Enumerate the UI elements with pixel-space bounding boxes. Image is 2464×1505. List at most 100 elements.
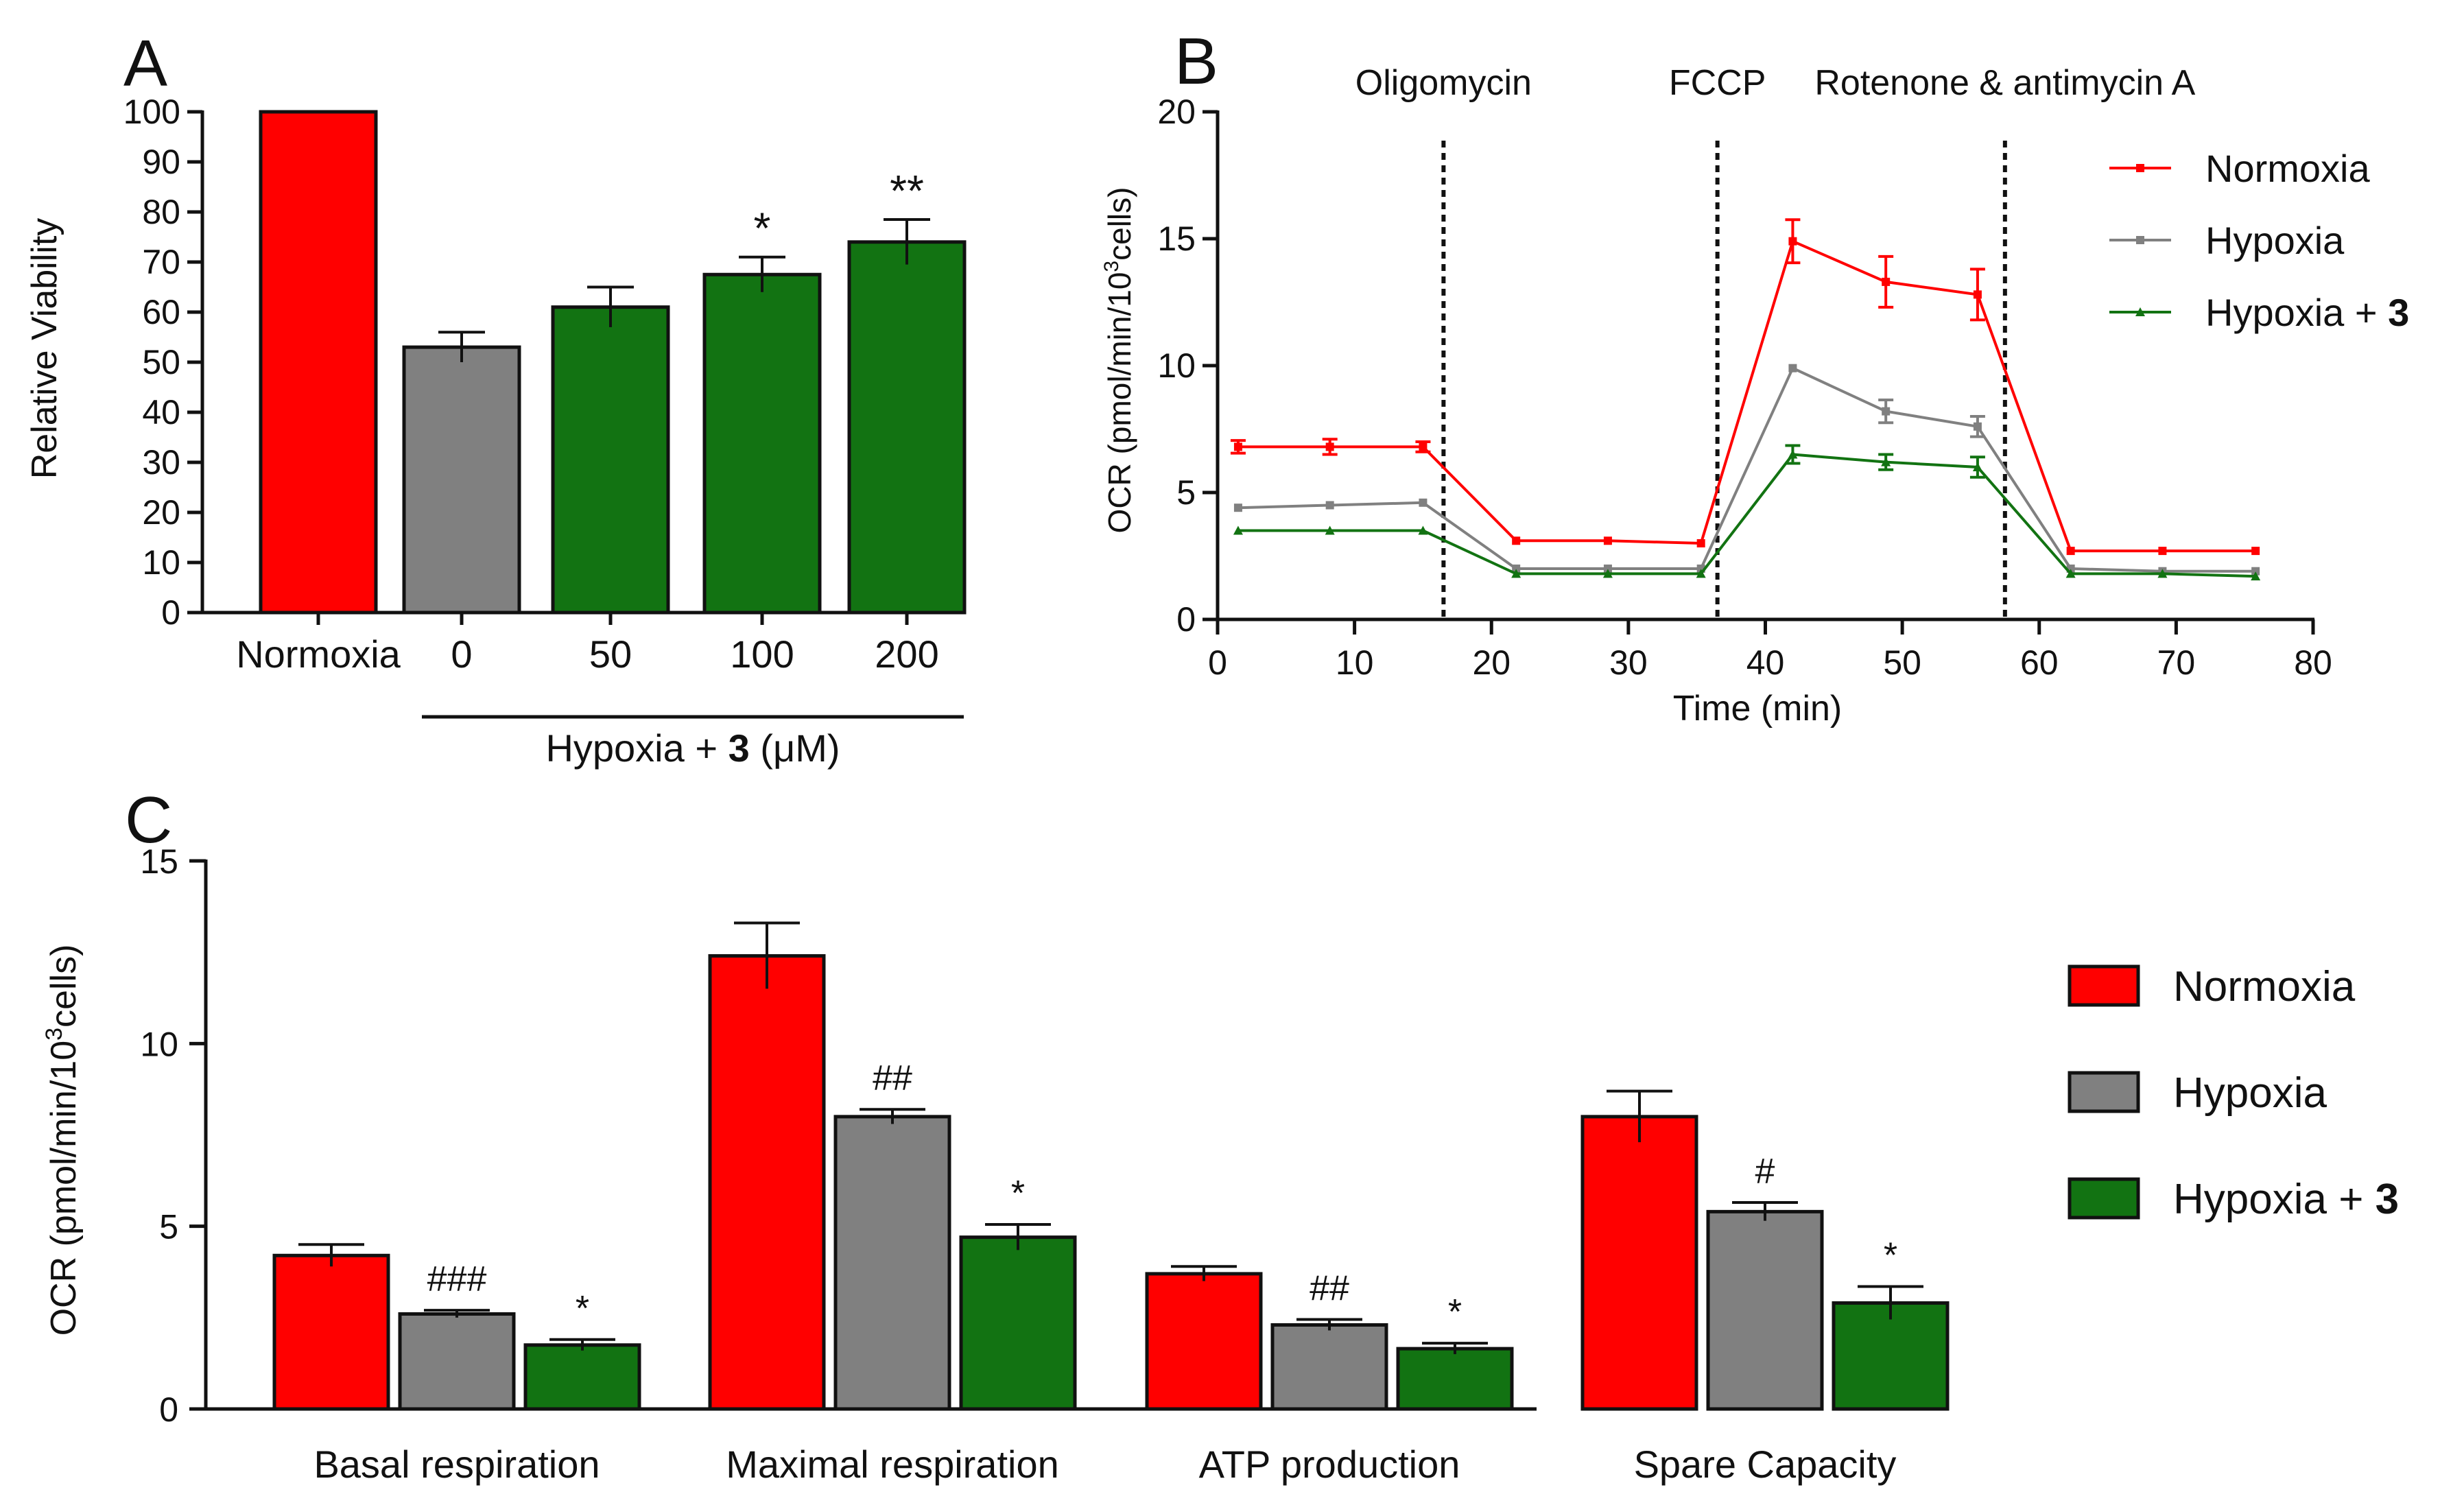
data-point	[1325, 442, 1334, 451]
injection-marker-label: Oligomycin	[1355, 63, 1532, 103]
y-tick-label: 0	[161, 593, 180, 632]
bar-treated-3	[1832, 1301, 1950, 1411]
series-line-2	[1237, 453, 2256, 578]
y-title-prefix: OCR (pmol/min/10	[44, 1041, 84, 1336]
significance-label: *	[1884, 1236, 1897, 1276]
panel-b: B OCR (pmol/min/103cells) Time (min) 051…	[1100, 25, 2409, 728]
data-point	[1788, 364, 1797, 372]
bar-treated-0	[523, 1343, 641, 1411]
x-tick-label: 0	[451, 632, 472, 676]
panel-b-legend: Normoxia Hypoxia Hypoxia + 3	[2109, 147, 2409, 334]
data-point	[1419, 442, 1428, 451]
data-point	[1233, 503, 1242, 512]
panel-b-letter: B	[1174, 25, 1218, 98]
bar-treated-1	[959, 1235, 1077, 1411]
injection-marker-label: FCCP	[1669, 63, 1766, 103]
panel-c-letter: C	[125, 783, 172, 857]
significance-label: *	[1011, 1174, 1025, 1213]
panel-a-y-axis: 0 10 20 30 40 50 60 70 80 90 100	[123, 93, 204, 632]
legend-marker	[2135, 307, 2145, 316]
y-tick-label: 5	[159, 1208, 178, 1246]
data-point	[1881, 457, 1891, 466]
y-tick-label: 30	[142, 443, 180, 482]
data-point	[1233, 442, 1242, 451]
bar-100	[702, 272, 822, 615]
legend-marker	[2136, 236, 2144, 244]
legend-label: Hypoxia	[2173, 1069, 2327, 1117]
panel-b-axes: 0 5 10 15 20 0 10 20 30 40 50 60 70 80	[1157, 93, 2332, 682]
x-tick-label: 50	[589, 632, 632, 676]
x-tick-label: 50	[1883, 643, 1921, 682]
data-point	[1882, 407, 1891, 416]
series-line-1	[1237, 366, 2256, 573]
legend-label: Normoxia	[2173, 963, 2356, 1010]
legend-label: Hypoxia + 3	[2173, 1176, 2399, 1223]
panel-b-markers: Oligomycin FCCP Rotenone & antimycin A	[1355, 63, 2196, 619]
panel-a-x-axis: Normoxia 0 50 100 200	[201, 611, 964, 676]
y-title-sup: 3	[1100, 261, 1123, 272]
x-tick-label: 80	[2294, 643, 2332, 682]
x-tick-label: 0	[1208, 643, 1227, 682]
legend-swatch	[2068, 1071, 2140, 1113]
data-point	[1788, 237, 1797, 246]
data-point	[1972, 462, 1982, 471]
legend-swatch	[2068, 1177, 2140, 1220]
y-tick-label: 50	[142, 343, 180, 381]
legend-label: Hypoxia + 3	[2205, 291, 2409, 334]
significance-label: ###	[427, 1259, 487, 1299]
group-label-prefix: Hypoxia +	[545, 726, 728, 770]
y-tick-label: 0	[159, 1390, 178, 1429]
y-tick-label: 100	[123, 93, 180, 131]
y-tick-label: 90	[142, 143, 180, 181]
x-category-label: Maximal respiration	[726, 1443, 1059, 1486]
data-point	[1788, 449, 1798, 459]
x-tick-label: 60	[2020, 643, 2059, 682]
data-point	[1233, 525, 1243, 535]
bar-normoxia-1	[708, 953, 826, 1411]
x-tick-label: 70	[2157, 643, 2196, 682]
panel-b-y-title: OCR (pmol/min/103cells)	[1100, 187, 1137, 534]
bar-50	[551, 305, 670, 615]
y-tick-label: 15	[140, 842, 178, 881]
y-title-prefix: OCR (pmol/min/10	[1102, 272, 1137, 534]
data-point	[1325, 501, 1334, 510]
panel-a: A Relative Viability 0102030405060708090…	[25, 27, 967, 770]
data-point	[1419, 498, 1428, 507]
panel-a-group-label: Hypoxia + 3 (μM)	[545, 726, 840, 770]
legend-label: Normoxia	[2205, 147, 2370, 190]
y-tick-label: 15	[1157, 220, 1196, 258]
data-point	[1511, 569, 1521, 578]
group-label-bold: 3	[728, 726, 750, 770]
group-label-suffix: (μM)	[750, 726, 840, 770]
data-point	[2157, 569, 2168, 578]
bar-hypoxia-0	[398, 1312, 516, 1411]
x-tick-label: 40	[1746, 643, 1785, 682]
legend-label-bold: 3	[2376, 1176, 2399, 1223]
y-tick-label: 60	[142, 293, 180, 331]
bar-normoxia-3	[1580, 1115, 1698, 1411]
data-point	[2066, 547, 2075, 556]
legend-label-prefix: Hypoxia +	[2173, 1176, 2376, 1223]
significance-label: ##	[1310, 1268, 1349, 1308]
bar-Normoxia	[259, 110, 378, 615]
y-title-suffix: cells)	[44, 945, 84, 1028]
significance-label: **	[890, 166, 924, 215]
data-point	[2251, 571, 2261, 581]
data-point	[1325, 525, 1335, 535]
data-point	[1973, 422, 1982, 431]
bar-0	[402, 345, 521, 615]
panel-a-y-title: Relative Viability	[25, 218, 64, 479]
x-category-label: ATP production	[1199, 1443, 1460, 1486]
panel-b-x-title: Time (min)	[1673, 689, 1843, 728]
significance-label: *	[1448, 1292, 1462, 1332]
legend-marker	[2136, 164, 2144, 172]
bar-hypoxia-3	[1706, 1209, 1824, 1411]
significance-label: *	[576, 1289, 589, 1329]
x-category-label: Spare Capacity	[1634, 1443, 1897, 1486]
panel-c-y-title: OCR (pmol/min/103cells)	[41, 945, 84, 1336]
bar-normoxia-0	[272, 1253, 390, 1411]
legend-label-bold: 3	[2388, 291, 2409, 334]
bar-200	[847, 240, 967, 615]
y-tick-label: 20	[142, 493, 180, 532]
